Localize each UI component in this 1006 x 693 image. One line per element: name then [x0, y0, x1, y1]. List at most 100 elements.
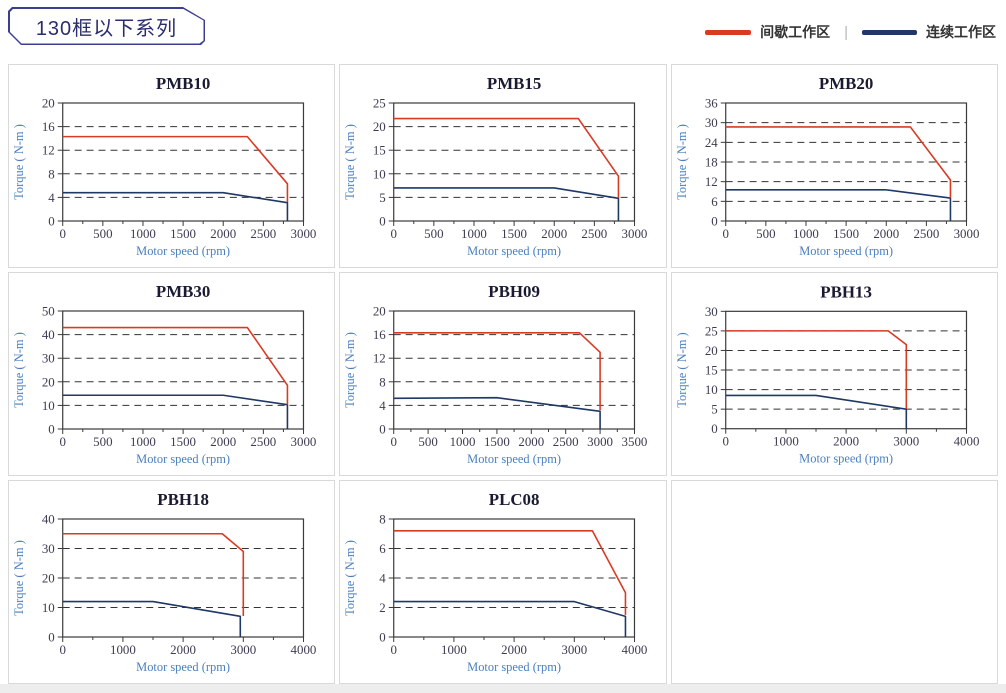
- chart-svg-plc08: 0 2 4 6 8 0 1000 2000 3000 4000 PLC08 Motor speed (…: [343, 490, 648, 674]
- y-tick-label: 5: [711, 402, 717, 417]
- chart-cell-pmb10: 0 4 8 12 16 20 0 500 1000 1500 2000 2500 3000 PMB10 Mo…: [8, 64, 336, 268]
- legend-intermittent-line-swatch: [705, 29, 752, 35]
- y-tick-label: 0: [48, 213, 54, 228]
- y-tick-label: 0: [380, 421, 386, 436]
- x-tick-label: 2500: [582, 226, 608, 241]
- chart-svg-pbh09: 0 4 8 12 16 20 0 500 1000 1500 2000 2500 3000 3500 PBH…: [343, 282, 647, 466]
- x-tick-label: 1000: [441, 642, 467, 657]
- x-tick-label: 1500: [484, 434, 510, 449]
- x-tick-label: 3000: [588, 434, 614, 449]
- x-tick-label: 3000: [291, 226, 317, 241]
- series-badge-title: 130框以下系列: [35, 17, 178, 40]
- x-axis-label: Motor speed (rpm): [799, 452, 893, 466]
- y-tick-label: 16: [42, 119, 55, 134]
- y-axis-label: Torque ( N-m ): [12, 540, 26, 616]
- series-intermittent-line: [62, 135, 289, 203]
- x-tick-label: 2500: [250, 434, 276, 449]
- x-tick-label: 1000: [130, 434, 156, 449]
- x-tick-label: 500: [419, 434, 438, 449]
- chart-title: PMB30: [156, 282, 210, 301]
- page-header: 130框以下系列 间歇工作区 | 连续工作区: [0, 0, 1006, 64]
- x-tick-label: 2000: [210, 434, 236, 449]
- y-tick-label: 0: [48, 629, 54, 644]
- series-intermittent-line: [394, 117, 620, 198]
- y-tick-label: 8: [48, 166, 54, 181]
- x-axis-label: Motor speed (rpm): [136, 660, 230, 674]
- y-tick-label: 40: [42, 511, 55, 526]
- y-tick-label: 10: [373, 166, 386, 181]
- y-tick-label: 10: [42, 398, 55, 413]
- empty-cell: [670, 480, 998, 684]
- y-tick-label: 36: [705, 95, 718, 110]
- series-continuous-line: [62, 394, 289, 429]
- y-axis-label: Torque ( N-m ): [343, 124, 357, 200]
- x-tick-label: 2000: [833, 434, 859, 449]
- series-intermittent-line: [725, 330, 907, 409]
- x-tick-label: 2000: [519, 434, 545, 449]
- x-tick-label: 2000: [502, 642, 528, 657]
- x-tick-label: 1500: [170, 434, 196, 449]
- x-axis-label: Motor speed (rpm): [799, 244, 893, 258]
- y-tick-label: 8: [380, 511, 386, 526]
- y-tick-label: 2: [380, 600, 386, 615]
- chart-cell-pmb20: 0 6 12 18 24 30 36 0 500 1000 1500 2000 2500 3000 PMB2…: [670, 64, 998, 268]
- x-tick-label: 3000: [230, 642, 256, 657]
- chart-title: PMB20: [819, 74, 873, 93]
- chart-cell-pmb30: 0 10 20 30 40 50 0 500 1000 1500 2000 2500 3000 PMB30…: [8, 272, 336, 476]
- y-tick-label: 30: [42, 541, 55, 556]
- chart-svg-pmb20: 0 6 12 18 24 30 36 0 500 1000 1500 2000 2500 3000 PMB2…: [675, 74, 979, 258]
- plot-frame: [62, 102, 305, 222]
- y-tick-label: 10: [42, 600, 55, 615]
- y-tick-label: 6: [711, 194, 718, 209]
- x-tick-label: 1500: [502, 226, 528, 241]
- chart-title: PBH18: [157, 490, 209, 509]
- y-tick-label: 5: [380, 190, 386, 205]
- x-tick-label: 1000: [793, 226, 819, 241]
- series-badge-face: 130框以下系列: [9, 8, 204, 44]
- series-continuous-line: [725, 189, 951, 221]
- x-tick-label: 0: [391, 434, 397, 449]
- x-tick-label: 1000: [461, 226, 487, 241]
- chart-cell-pbh13: 0 5 10 15 20 25 30 0 1000 2000 3000 4000 PBH13 Motor …: [670, 272, 998, 476]
- chart-cell-pbh18: 0 10 20 30 40 0 1000 2000 3000 4000 PBH18 Motor spe…: [8, 480, 336, 684]
- series-intermittent-line: [62, 326, 289, 405]
- x-axis-label: Motor speed (rpm): [468, 244, 562, 258]
- x-tick-label: 4000: [622, 642, 648, 657]
- series-badge: 130框以下系列: [8, 7, 205, 45]
- y-tick-label: 10: [705, 382, 718, 397]
- x-tick-label: 2500: [553, 434, 579, 449]
- y-tick-label: 4: [380, 570, 387, 585]
- x-tick-label: 500: [424, 226, 443, 241]
- y-axis-label: Torque ( N-m ): [12, 332, 26, 408]
- y-tick-label: 18: [705, 154, 718, 169]
- plot-frame: [393, 102, 636, 222]
- x-tick-label: 2500: [913, 226, 939, 241]
- y-tick-label: 12: [373, 351, 386, 366]
- y-tick-label: 40: [42, 327, 55, 342]
- y-tick-label: 0: [48, 421, 54, 436]
- x-tick-label: 0: [722, 226, 728, 241]
- series-intermittent-line: [62, 532, 245, 617]
- y-tick-label: 30: [42, 351, 55, 366]
- y-tick-label: 20: [373, 119, 386, 134]
- y-tick-label: 30: [705, 115, 718, 130]
- series-intermittent-line: [394, 332, 602, 411]
- x-tick-label: 2000: [873, 226, 899, 241]
- chart-cell-pmb15: 0 5 10 15 20 25 0 500 1000 1500 2000 2500 3000 PMB15 M…: [339, 64, 667, 268]
- x-tick-label: 0: [59, 226, 65, 241]
- series-continuous-line: [394, 187, 620, 221]
- series-continuous-line: [394, 396, 602, 429]
- y-tick-label: 12: [705, 174, 718, 189]
- x-tick-label: 3000: [893, 434, 919, 449]
- x-tick-label: 0: [391, 642, 397, 657]
- series-continuous-line: [725, 394, 907, 429]
- y-tick-label: 16: [373, 327, 386, 342]
- series-continuous-line: [62, 191, 289, 221]
- chart-svg-pbh13: 0 5 10 15 20 25 30 0 1000 2000 3000 4000 PBH13 Motor …: [675, 282, 979, 466]
- x-tick-label: 0: [722, 434, 728, 449]
- x-tick-label: 0: [391, 226, 397, 241]
- plot-frame: [62, 310, 305, 430]
- legend-continuous-line-swatch: [862, 29, 917, 35]
- chart-svg-pmb15: 0 5 10 15 20 25 0 500 1000 1500 2000 2500 3000 PMB15 M…: [343, 74, 647, 258]
- chart-svg-pmb10: 0 4 8 12 16 20 0 500 1000 1500 2000 2500 3000 PMB10 Mo…: [12, 74, 317, 258]
